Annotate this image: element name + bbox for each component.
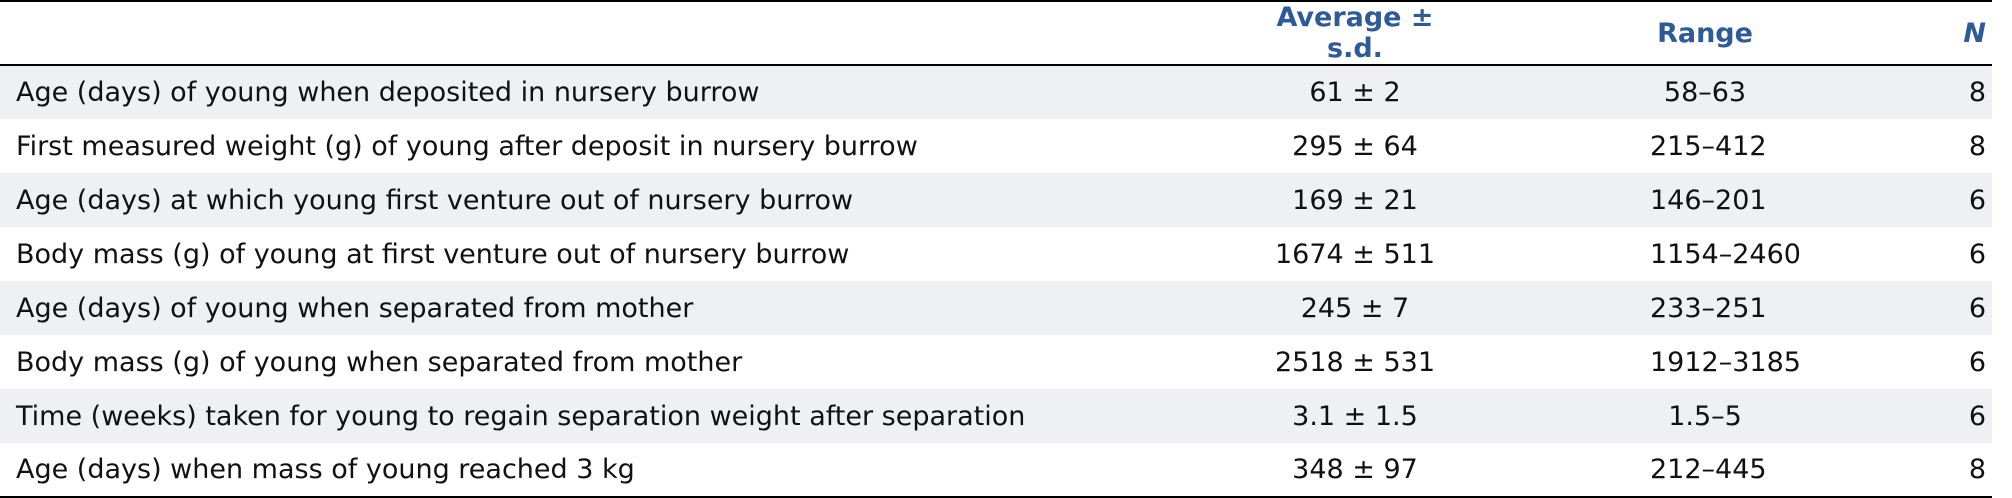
row-label: Body mass (g) of young at first venture … [16,238,850,270]
row-n: 6 [1968,292,1986,324]
table-row: Age (days) at which young first venture … [0,173,1992,227]
table-row: Age (days) when mass of young reached 3 … [0,443,1992,497]
row-average: 169 ± 21 [1292,184,1418,216]
row-label: Age (days) at which young first venture … [16,184,854,216]
row-label: Age (days) of young when deposited in nu… [16,77,760,108]
row-range: 146–201 [1650,184,1767,216]
row-n: 6 [1968,184,1986,216]
table-row: Body mass (g) of young when separated fr… [0,335,1992,389]
row-label: First measured weight (g) of young after… [16,130,918,162]
row-average: 295 ± 64 [1292,130,1418,162]
table-row: First measured weight (g) of young after… [0,119,1992,173]
row-label: Body mass (g) of young when separated fr… [16,346,743,378]
row-range: 1.5–5 [1668,400,1742,432]
header-n: N [1963,17,1986,49]
table-row: Body mass (g) of young at first venture … [0,227,1992,281]
row-label: Time (weeks) taken for young to regain s… [16,400,1026,432]
row-n: 6 [1968,238,1986,270]
row-average: 245 ± 7 [1300,292,1410,324]
table-row: Time (weeks) taken for young to regain s… [0,389,1992,443]
row-label: Age (days) when mass of young reached 3 … [16,454,635,485]
row-average: 348 ± 97 [1292,454,1418,485]
row-average: 61 ± 2 [1309,77,1401,108]
header-average: Average ± s.d. [1276,2,1434,64]
row-label: Age (days) of young when separated from … [16,292,694,324]
row-average: 2518 ± 531 [1274,346,1436,378]
header-range: Range [1657,17,1753,49]
table-row: Age (days) of young when separated from … [0,281,1992,335]
row-range: 58–63 [1663,77,1747,108]
row-n: 8 [1968,77,1986,108]
row-range: 215–412 [1650,130,1767,162]
row-n: 6 [1968,400,1986,432]
row-average: 1674 ± 511 [1274,238,1436,270]
table-row: Age (days) of young when deposited in nu… [0,65,1992,119]
row-n: 8 [1968,454,1986,485]
row-range: 212–445 [1650,454,1767,485]
header-label-column [0,1,1090,65]
row-range: 1154–2460 [1650,238,1801,270]
row-n: 6 [1968,346,1986,378]
row-range: 233–251 [1650,292,1767,324]
row-average: 3.1 ± 1.5 [1292,400,1418,432]
table-header-row: Average ± s.d. Range N [0,1,1992,65]
row-n: 8 [1968,130,1986,162]
row-range: 1912–3185 [1650,346,1801,378]
